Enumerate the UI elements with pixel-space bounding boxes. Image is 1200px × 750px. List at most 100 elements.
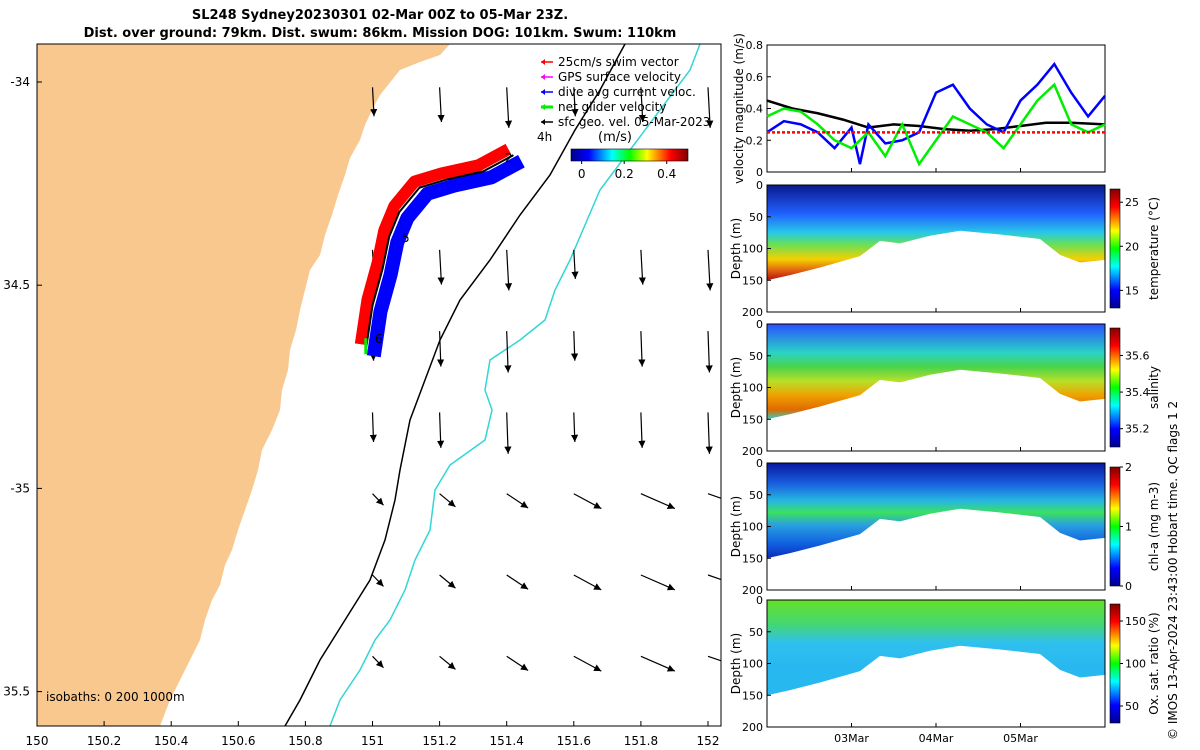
isobath-200m: [284, 44, 626, 726]
depth-tick-label: 0: [756, 457, 763, 470]
velocity-arrow: [372, 493, 384, 506]
velocity-series-line: [766, 61, 1106, 165]
colorbar-tick-label: 20: [1125, 240, 1139, 253]
colorbar-tick-label: 0.2: [615, 167, 634, 181]
footer-credit: © IMOS 13-Apr-2024 23:43:00 Hobart time.…: [1166, 400, 1180, 740]
speed-colorbar-ticks: 0 0.2 0.4: [578, 161, 676, 181]
velocity-arrow: [638, 412, 646, 448]
legend-arrowhead: [541, 74, 545, 80]
velocity-arrow: [706, 87, 714, 128]
velocity-arrow: [707, 655, 721, 662]
depth-tick-label: 200: [742, 445, 763, 458]
map-frame: [36, 43, 722, 727]
depth-tick-label: 50: [749, 350, 763, 363]
legend-arrowhead: [541, 89, 545, 95]
legend-label: GPS surface velocity: [558, 70, 681, 84]
depth-tick-label: 0: [756, 179, 763, 192]
colorbar-tick-label: 15: [1125, 284, 1139, 297]
velocity-y-tick-label: 0: [756, 166, 763, 179]
map-x-axis: 150 150.2 150.4 150.6 150.8 151 151.2 151.4 151.…: [26, 721, 719, 748]
depth-tick-label: 0: [756, 318, 763, 331]
chart-title-line-2: Dist. over ground: 79km. Dist. swum: 86k…: [83, 26, 677, 41]
colorbar-tick-label: 100: [1125, 658, 1146, 671]
map-y-tick-label: 34.5: [3, 278, 30, 292]
map-x-tick-label: 150.6: [221, 734, 255, 748]
map-y-axis: -34 34.5 -35 35.5: [3, 75, 42, 699]
velocity-series-line: [766, 99, 1106, 132]
velocity-arrow: [439, 574, 456, 589]
colorbar-tick-label: 50: [1125, 700, 1139, 713]
heatmap-field: [767, 324, 1105, 420]
depth-tick-label: 150: [742, 274, 763, 287]
legend-arrowhead: [541, 119, 545, 125]
depth-tick-label: 100: [742, 658, 763, 671]
map-x-tick-label: 150.4: [154, 734, 188, 748]
isobaths-legend: isobaths: 0 200 1000m: [46, 690, 185, 704]
glider-track: [354, 143, 525, 358]
legend-label: dive avg current veloc.: [558, 85, 696, 99]
map-x-tick-label: 151.2: [422, 734, 456, 748]
legend-arrowhead: [541, 59, 545, 65]
depth-tick-label: 0: [756, 594, 763, 607]
velocity-arrow: [504, 249, 513, 291]
velocity-arrow: [570, 331, 579, 361]
map-x-tick-label: 151.6: [557, 734, 591, 748]
depth-axis-label: Depth (m): [729, 357, 743, 418]
velocity-arrow: [570, 412, 579, 443]
colorbar-tick-label: 150: [1125, 615, 1146, 628]
colorbar-tick-label: 35.4: [1125, 386, 1150, 399]
chart-title-line-1: SL248 Sydney20230301 02-Mar 00Z to 05-Ma…: [191, 8, 569, 23]
velocity-frame: [766, 44, 1106, 173]
velocity-y-tick-label: 0.4: [746, 103, 764, 116]
velocity-arrow: [705, 331, 713, 373]
depth-tick-label: 150: [742, 689, 763, 702]
time-tick-label: 05Mar: [1003, 732, 1038, 745]
velocity-arrow: [707, 493, 721, 499]
depth-tick-label: 100: [742, 243, 763, 256]
velocity-arrow: [436, 412, 445, 448]
dive-current-band: [366, 154, 525, 358]
velocity-series-line: [766, 82, 1106, 167]
velocity-arrow: [437, 87, 445, 123]
isobath-1000m: [329, 44, 701, 726]
map-x-tick-label: 150.2: [87, 734, 121, 748]
velocity-arrow: [705, 412, 713, 454]
velocity-arrow: [640, 493, 676, 510]
velocity-arrow: [370, 87, 378, 117]
map-y-tick-label: -35: [10, 481, 30, 495]
depth-tick-label: 100: [742, 382, 763, 395]
heatmap-field: [767, 185, 1105, 281]
depth-tick-label: 200: [742, 721, 763, 734]
velocity-arrow: [707, 574, 721, 581]
velocity-arrow: [504, 412, 512, 454]
colorbar-label: salinity: [1147, 366, 1161, 409]
depth-axis-label: Depth (m): [729, 496, 743, 557]
colorbar-unit-label: (m/s): [598, 130, 632, 145]
colorbar-tick-label: 35.2: [1125, 423, 1150, 436]
legend-arrowhead: [541, 104, 545, 110]
velocity-y-tick-label: 0.8: [746, 39, 764, 52]
velocity-y-tick-label: 0.6: [746, 71, 764, 84]
velocity-arrow: [573, 574, 602, 591]
depth-tick-label: 50: [749, 626, 763, 639]
map-x-tick-label: 150.8: [288, 734, 322, 748]
legend-label: sfc geo. vel. 05-Mar-2023: [558, 115, 710, 129]
velocity-arrow: [638, 331, 646, 367]
velocity-arrow: [372, 574, 384, 587]
velocity-arrow: [571, 249, 579, 279]
land-mass: [37, 44, 450, 726]
velocity-arrow: [372, 655, 384, 669]
depth-tick-label: 150: [742, 552, 763, 565]
velocity-arrow: [506, 655, 529, 672]
velocity-arrow: [437, 249, 445, 285]
heatmap-field: [767, 600, 1105, 696]
heatmap-field: [767, 463, 1105, 559]
depth-axis-label: Depth (m): [729, 218, 743, 279]
velocity-arrow: [506, 574, 529, 590]
velocity-arrow: [638, 249, 646, 285]
speed-colorbar: [570, 148, 689, 162]
